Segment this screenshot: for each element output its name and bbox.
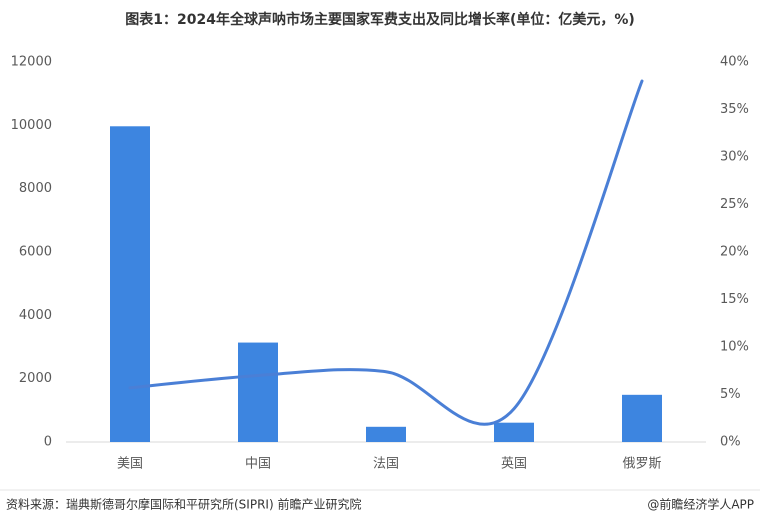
source: 资料来源：瑞典斯德哥尔摩国际和平研究所(SIPRI) 前瞻产业研究院: [6, 497, 361, 512]
y-tick-label: 10000: [11, 118, 52, 133]
chart-title: 图表1：2024年全球声呐市场主要国家军费支出及同比增长率(单位：亿美元，%): [125, 11, 635, 28]
line: [128, 79, 644, 426]
bar: [622, 394, 662, 442]
y-tick-label: 12000: [11, 55, 52, 70]
x-tick-label: 俄罗斯: [622, 457, 661, 472]
y2-tick-label: 15%: [720, 292, 749, 307]
bar: [238, 342, 278, 442]
x-tick-label: 英国: [501, 457, 527, 472]
y2-tick-label: 35%: [720, 102, 749, 117]
y2-tick-label: 40%: [720, 55, 749, 70]
y-tick-label: 2000: [19, 371, 52, 386]
y-tick-label: 8000: [19, 181, 52, 196]
y2-tick-label: 30%: [720, 150, 749, 165]
y2-tick-label: 20%: [720, 245, 749, 260]
bar: [494, 422, 534, 442]
credit: @前瞻经济学人APP: [647, 497, 754, 512]
y2-tick-label: 0%: [720, 435, 741, 450]
y-tick-label: 4000: [19, 308, 52, 323]
x-tick-label: 美国: [117, 457, 143, 472]
y-tick-label: 6000: [19, 245, 52, 260]
y2-tick-label: 10%: [720, 340, 749, 355]
x-tick-label: 法国: [373, 457, 399, 472]
y2-tick-label: 5%: [720, 387, 741, 402]
y-tick-label: 0: [44, 435, 52, 450]
bar: [366, 426, 406, 442]
bar: [110, 126, 150, 443]
x-tick-label: 中国: [245, 457, 271, 472]
y2-tick-label: 25%: [720, 197, 749, 212]
